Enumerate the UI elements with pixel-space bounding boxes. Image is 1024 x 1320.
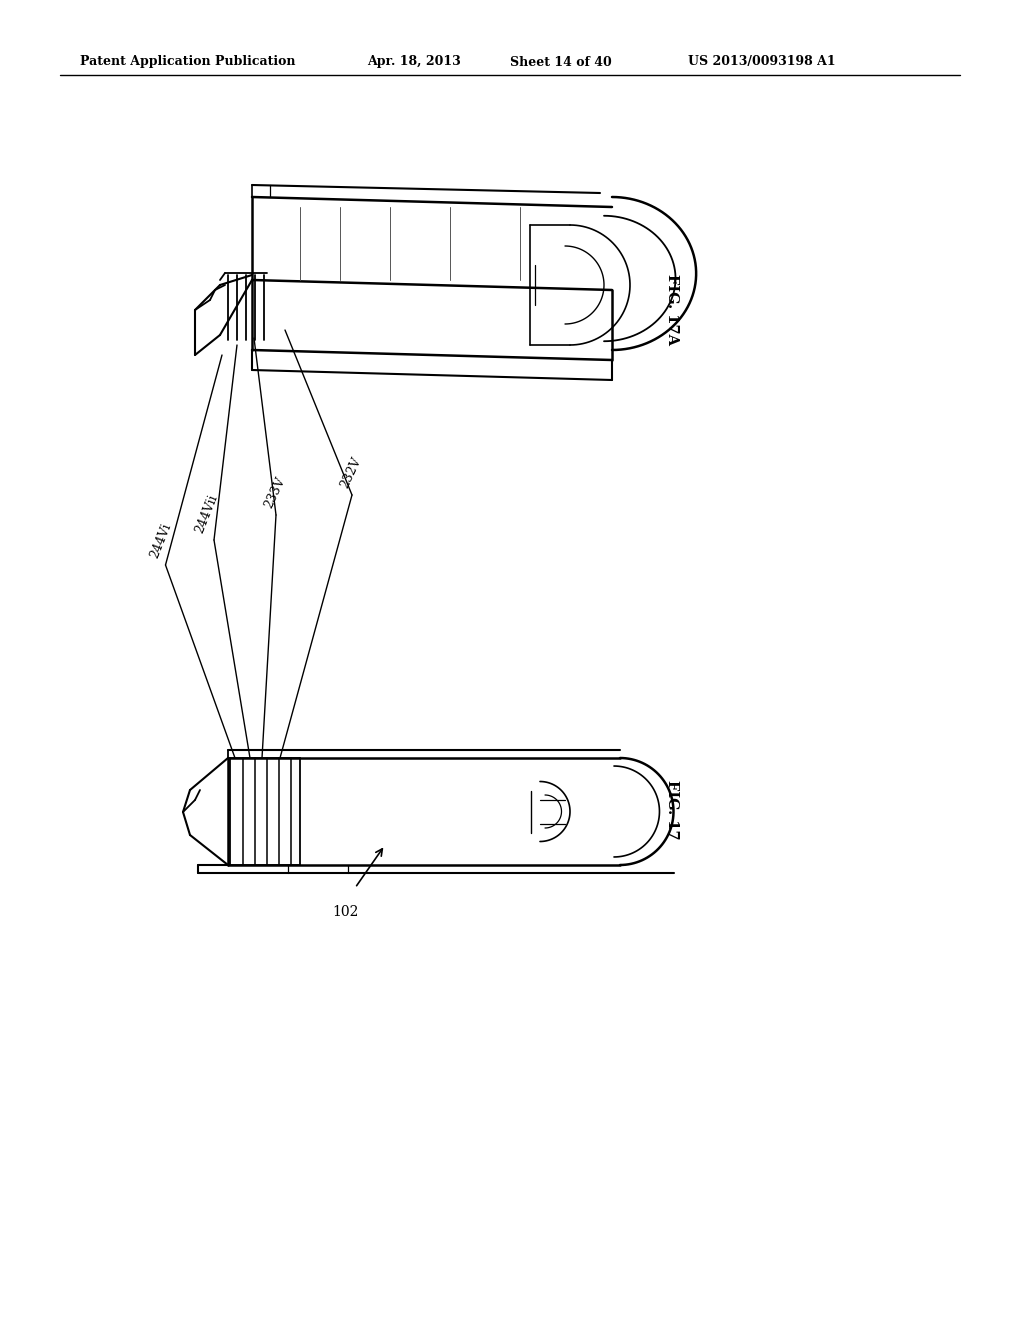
- Text: 244Vi: 244Vi: [148, 521, 174, 560]
- Text: Sheet 14 of 40: Sheet 14 of 40: [510, 55, 611, 69]
- Text: FIG. 17A: FIG. 17A: [665, 275, 679, 346]
- Text: Apr. 18, 2013: Apr. 18, 2013: [367, 55, 461, 69]
- Text: US 2013/0093198 A1: US 2013/0093198 A1: [688, 55, 836, 69]
- Text: 244Vii: 244Vii: [193, 492, 220, 535]
- Text: 102: 102: [332, 906, 358, 919]
- Text: FIG. 17: FIG. 17: [665, 780, 679, 840]
- Text: Patent Application Publication: Patent Application Publication: [80, 55, 296, 69]
- Text: 232V: 232V: [338, 455, 364, 490]
- Text: 233V: 233V: [262, 475, 288, 510]
